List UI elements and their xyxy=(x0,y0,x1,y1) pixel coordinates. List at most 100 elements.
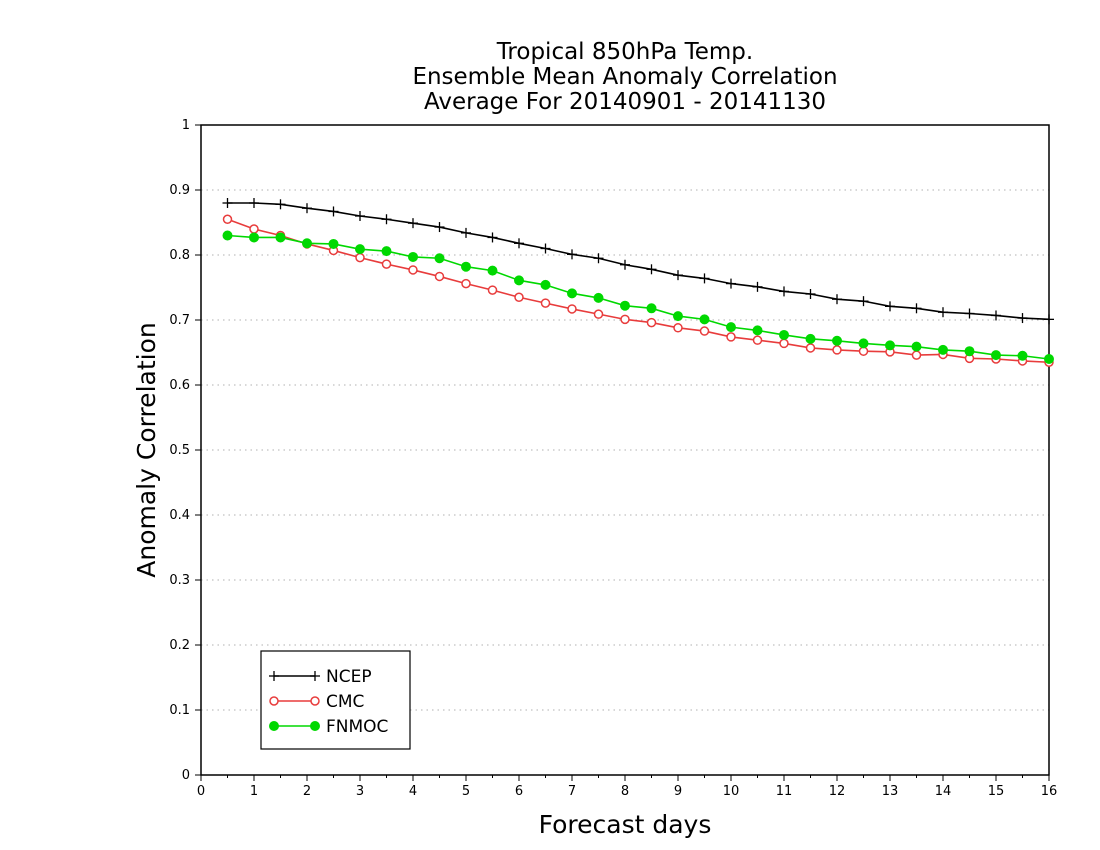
data-point-ncep xyxy=(858,296,869,307)
x-tick-label: 9 xyxy=(674,784,682,799)
data-point-fnmoc xyxy=(593,292,604,303)
data-point-ncep xyxy=(885,301,895,312)
data-point-ncep xyxy=(805,289,816,299)
data-point-cmc xyxy=(540,298,551,308)
data-point-fnmoc xyxy=(991,350,1001,361)
data-point-cmc xyxy=(646,317,657,328)
data-point-ncep xyxy=(673,270,683,281)
x-tick-label: 14 xyxy=(935,784,952,799)
data-point-cmc xyxy=(699,326,710,336)
chart-title-line-2: Ensemble Mean Anomaly Correlation xyxy=(412,64,837,90)
data-point-fnmoc xyxy=(620,300,630,311)
data-point-fnmoc xyxy=(222,230,233,241)
legend-marker-cmc xyxy=(269,696,279,706)
legend-label-cmc: CMC xyxy=(326,692,364,712)
data-point-fnmoc xyxy=(514,275,524,286)
data-point-cmc xyxy=(434,271,445,282)
x-axis-label: Forecast days xyxy=(539,810,712,839)
data-point-ncep xyxy=(646,264,657,275)
y-tick-label: 0.2 xyxy=(169,638,190,653)
data-point-cmc xyxy=(408,265,418,275)
data-point-fnmoc xyxy=(408,251,418,262)
data-point-ncep xyxy=(991,310,1001,321)
legend-item-cmc: CMC xyxy=(269,692,364,712)
data-point-cmc xyxy=(593,309,604,319)
y-tick-label: 0.9 xyxy=(169,183,190,198)
legend-box xyxy=(260,650,411,750)
data-point-fnmoc xyxy=(858,338,869,349)
data-point-ncep xyxy=(620,259,630,270)
y-tick-label: 0.7 xyxy=(169,313,190,328)
legend-marker-ncep xyxy=(269,671,279,681)
data-point-cmc xyxy=(832,345,842,355)
data-point-fnmoc xyxy=(434,253,445,264)
data-point-ncep xyxy=(726,278,736,289)
x-tick-label: 2 xyxy=(303,784,311,799)
data-point-fnmoc xyxy=(540,279,551,290)
y-tick-label: 0.5 xyxy=(169,443,190,458)
data-point-fnmoc xyxy=(752,325,763,336)
series-fnmoc xyxy=(222,230,1054,364)
data-point-cmc xyxy=(620,314,630,325)
legend-item-fnmoc: FNMOC xyxy=(269,717,388,737)
x-tick-label: 5 xyxy=(462,784,470,799)
y-tick-label: 0 xyxy=(182,768,190,783)
data-point-ncep xyxy=(832,294,842,305)
data-point-ncep xyxy=(328,206,339,217)
data-point-fnmoc xyxy=(699,314,710,325)
data-point-ncep xyxy=(408,218,418,229)
data-point-cmc xyxy=(779,338,789,349)
data-point-fnmoc xyxy=(779,329,789,340)
x-tick-label: 16 xyxy=(1041,784,1058,799)
data-point-cmc xyxy=(673,323,683,333)
data-point-cmc xyxy=(249,224,259,234)
data-point-fnmoc xyxy=(1044,354,1054,364)
data-point-fnmoc xyxy=(726,322,736,333)
data-point-fnmoc xyxy=(275,232,286,243)
y-tick-label: 0.6 xyxy=(169,378,190,393)
data-point-ncep xyxy=(779,286,789,297)
data-point-ncep xyxy=(567,249,577,260)
x-tick-label: 0 xyxy=(197,784,205,799)
data-point-ncep xyxy=(275,199,286,210)
data-point-ncep xyxy=(381,214,392,225)
legend-marker-cmc xyxy=(310,696,320,706)
data-point-cmc xyxy=(858,346,869,356)
x-tick-label: 1 xyxy=(250,784,258,799)
x-tick-label: 6 xyxy=(515,784,523,799)
x-tick-label: 10 xyxy=(723,784,740,799)
y-tick-label: 0.3 xyxy=(169,573,190,588)
x-tick-label: 11 xyxy=(776,784,793,799)
data-point-ncep xyxy=(593,253,604,264)
data-point-fnmoc xyxy=(911,341,922,352)
data-point-cmc xyxy=(805,343,816,353)
data-point-fnmoc xyxy=(381,246,392,257)
chart-title-line-1: Tropical 850hPa Temp. xyxy=(496,39,753,65)
data-point-ncep xyxy=(355,211,365,221)
x-tick-label: 3 xyxy=(356,784,364,799)
x-tick-label: 12 xyxy=(829,784,846,799)
data-point-ncep xyxy=(699,273,710,284)
data-point-fnmoc xyxy=(805,333,816,344)
data-point-ncep xyxy=(938,307,948,318)
data-point-fnmoc xyxy=(249,232,259,243)
legend-marker-fnmoc xyxy=(269,721,279,731)
data-point-cmc xyxy=(726,332,736,342)
data-point-fnmoc xyxy=(567,288,577,299)
y-tick-label: 0.4 xyxy=(169,508,190,523)
data-point-fnmoc xyxy=(461,261,471,272)
data-point-fnmoc xyxy=(487,265,498,276)
series-line-ncep xyxy=(227,202,1050,321)
x-tick-label: 15 xyxy=(988,784,1005,799)
data-point-ncep xyxy=(1044,314,1054,325)
data-point-cmc xyxy=(355,252,365,263)
legend-item-ncep: NCEP xyxy=(269,667,372,687)
data-point-ncep xyxy=(540,243,551,254)
data-point-ncep xyxy=(487,232,498,243)
y-tick-label: 0.1 xyxy=(169,703,190,718)
y-tick-label: 1 xyxy=(182,118,190,133)
data-point-fnmoc xyxy=(938,344,948,355)
data-point-fnmoc xyxy=(885,340,895,351)
data-point-fnmoc xyxy=(832,335,842,346)
y-axis-label: Anomaly Correlation xyxy=(132,322,161,577)
